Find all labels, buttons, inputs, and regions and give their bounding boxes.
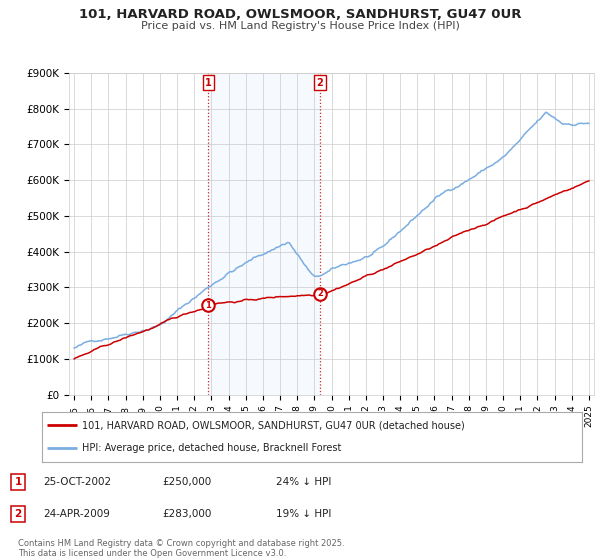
Text: 101, HARVARD ROAD, OWLSMOOR, SANDHURST, GU47 0UR (detached house): 101, HARVARD ROAD, OWLSMOOR, SANDHURST, … — [83, 420, 465, 430]
Text: 24% ↓ HPI: 24% ↓ HPI — [276, 477, 331, 487]
Text: Price paid vs. HM Land Registry's House Price Index (HPI): Price paid vs. HM Land Registry's House … — [140, 21, 460, 31]
Text: 25-OCT-2002: 25-OCT-2002 — [43, 477, 112, 487]
Bar — [208, 73, 320, 395]
Text: £283,000: £283,000 — [162, 509, 211, 519]
Text: HPI: Average price, detached house, Bracknell Forest: HPI: Average price, detached house, Brac… — [83, 444, 342, 454]
Text: Contains HM Land Registry data © Crown copyright and database right 2025.
This d: Contains HM Land Registry data © Crown c… — [18, 539, 344, 558]
Text: £250,000: £250,000 — [162, 477, 211, 487]
Text: 19% ↓ HPI: 19% ↓ HPI — [276, 509, 331, 519]
Text: 1: 1 — [14, 477, 22, 487]
Text: 2: 2 — [317, 289, 323, 298]
Text: 1: 1 — [205, 301, 211, 310]
Text: 2: 2 — [316, 78, 323, 87]
Text: 101, HARVARD ROAD, OWLSMOOR, SANDHURST, GU47 0UR: 101, HARVARD ROAD, OWLSMOOR, SANDHURST, … — [79, 8, 521, 21]
Text: 1: 1 — [205, 78, 212, 87]
Text: 2: 2 — [14, 509, 22, 519]
Text: 24-APR-2009: 24-APR-2009 — [43, 509, 110, 519]
